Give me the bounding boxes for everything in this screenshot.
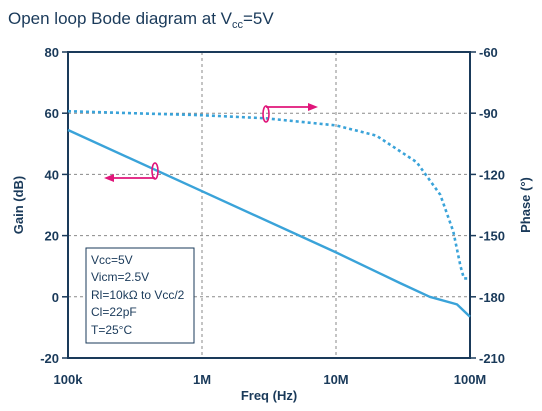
y-left-tick-labels: -20 0 20 40 60 80 bbox=[40, 45, 68, 366]
y-right-tick-label: -210 bbox=[479, 351, 505, 366]
gain-axis-marker bbox=[104, 162, 159, 182]
y-right-tick-label: -60 bbox=[479, 45, 498, 60]
y-left-tick-label: 60 bbox=[45, 106, 59, 121]
chart-title-subscript: cc bbox=[232, 19, 244, 31]
y-left-axis-title: Gain (dB) bbox=[11, 176, 26, 235]
x-tick-label: 100k bbox=[54, 372, 84, 387]
phase-axis-marker bbox=[262, 103, 318, 123]
y-left-tick-label: 40 bbox=[45, 167, 59, 182]
legend-line-0: Vcc=5V bbox=[91, 253, 133, 267]
y-left-tick-label: -20 bbox=[40, 351, 59, 366]
series-lines bbox=[67, 109, 471, 318]
y-right-tick-labels: -210 -180 -150 -120 -90 -60 bbox=[470, 45, 505, 366]
x-tick-labels: 100k 1M 10M 100M bbox=[54, 372, 487, 387]
phase-series-line bbox=[67, 109, 470, 280]
phase-marker-arrow-head bbox=[308, 103, 318, 111]
y-left-tick-label: 80 bbox=[45, 45, 59, 60]
y-right-tick-label: -120 bbox=[479, 167, 505, 182]
y-right-tick-label: -150 bbox=[479, 229, 505, 244]
y-left-tick-label: 20 bbox=[45, 229, 59, 244]
x-tick-label: 1M bbox=[193, 372, 211, 387]
y-left-tick-label: 0 bbox=[52, 290, 59, 305]
gain-series-line bbox=[67, 128, 471, 318]
legend-line-3: Cl=22pF bbox=[91, 305, 137, 319]
gain-marker-arrow-head bbox=[104, 174, 114, 182]
legend-box: Vcc=5V Vicm=2.5V Rl=10kΩ to Vcc/2 Cl=22p… bbox=[85, 247, 195, 344]
chart-title: Open loop Bode diagram at Vcc=5V bbox=[8, 9, 274, 31]
legend-frame bbox=[85, 247, 195, 344]
x-axis-title: Freq (Hz) bbox=[241, 388, 297, 403]
legend-line-2: Rl=10kΩ to Vcc/2 bbox=[91, 288, 185, 302]
legend-line-1: Vicm=2.5V bbox=[91, 270, 149, 284]
y-right-axis-title: Phase (°) bbox=[518, 177, 533, 233]
y-right-tick-label: -90 bbox=[479, 106, 498, 121]
phase-marker-loop bbox=[262, 105, 270, 123]
plot-frame bbox=[67, 51, 471, 359]
chart-title-end: =5V bbox=[243, 9, 274, 28]
y-right-tick-label: -180 bbox=[479, 290, 505, 305]
gain-marker-loop bbox=[151, 162, 159, 180]
x-tick-label: 100M bbox=[454, 372, 487, 387]
x-tick-label: 10M bbox=[323, 372, 348, 387]
legend-line-4: T=25°C bbox=[91, 323, 132, 337]
chart-title-main: Open loop Bode diagram at V bbox=[8, 9, 233, 28]
